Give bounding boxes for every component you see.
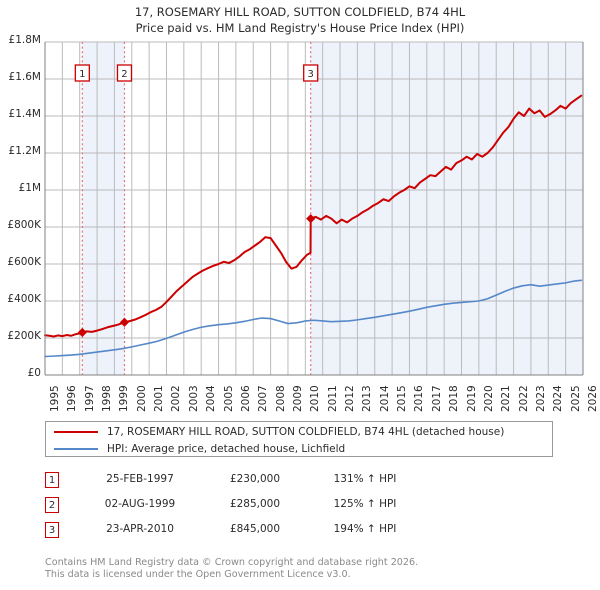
x-axis-tick-label: 2005 (222, 385, 235, 412)
x-axis-tick-label: 1997 (83, 385, 96, 412)
y-axis-tick-label: £600K (7, 256, 41, 268)
transaction-hpi-2: 125% ↑ HPI (333, 498, 397, 510)
x-axis-tick-label: 2012 (344, 385, 357, 412)
y-axis-tick-label: £0 (27, 367, 41, 379)
x-axis-tick-label: 2007 (257, 385, 270, 412)
footer-line-copyright: Contains HM Land Registry data © Crown c… (45, 557, 419, 568)
sale-point-marker-1 (77, 327, 87, 338)
legend-swatch-property-icon (54, 431, 98, 433)
y-axis-tick-label: £400K (7, 293, 41, 305)
legend-label-hpi: HPI: Average price, detached house, Lich… (107, 443, 346, 455)
table-row: 3 23-APR-2010 £845,000 194% ↑ HPI (45, 520, 465, 545)
x-axis-tick-label: 1999 (118, 385, 131, 412)
transaction-date-3: 23-APR-2010 (106, 523, 174, 535)
x-axis-tick-label: 2010 (309, 385, 322, 412)
chart-legend: 17, ROSEMARY HILL ROAD, SUTTON COLDFIELD… (45, 421, 553, 457)
sale-point-marker-3 (306, 214, 316, 224)
x-axis-tick-label: 2025 (569, 385, 582, 412)
page-title: 17, ROSEMARY HILL ROAD, SUTTON COLDFIELD… (0, 4, 600, 36)
event-badge-label-2: 2 (121, 69, 127, 80)
footer-attribution: Contains HM Land Registry data © Crown c… (45, 557, 565, 580)
hpi-average-line (44, 279, 583, 358)
chart-area: 1 2 3 £0 £200K £400K £600K £800K £1M £1.2M £1.4M £… (0, 34, 600, 379)
x-axis-tick-label: 2018 (448, 385, 461, 412)
y-axis-tick-label: £1M (18, 182, 41, 194)
x-axis-tick-label: 2026 (587, 385, 599, 412)
x-axis-tick-label: 2019 (465, 385, 478, 412)
transaction-price-2: £285,000 (229, 498, 281, 510)
transaction-index-badge-3: 3 (45, 522, 59, 538)
transaction-index-badge-1: 1 (45, 472, 59, 488)
y-axis-tick-label: £200K (7, 330, 41, 342)
x-axis-tick-label: 1995 (49, 385, 61, 412)
legend-swatch-hpi-icon (54, 448, 98, 450)
transaction-price-1: £230,000 (229, 473, 281, 485)
table-row: 1 25-FEB-1997 £230,000 131% ↑ HPI (45, 470, 465, 495)
y-axis-tick-label: £1.8M (8, 34, 41, 46)
x-axis-tick-label: 2017 (430, 385, 443, 412)
legend-item-property: 17, ROSEMARY HILL ROAD, SUTTON COLDFIELD… (46, 423, 504, 441)
x-axis-tick-label: 2020 (482, 385, 495, 412)
x-axis-tick-label: 1996 (66, 385, 79, 412)
transaction-hpi-1: 131% ↑ HPI (333, 473, 397, 485)
table-row: 2 02-AUG-1999 £285,000 125% ↑ HPI (45, 495, 465, 520)
y-axis-tick-label: £800K (7, 219, 41, 231)
y-axis-tick-label: £1.2M (8, 145, 41, 157)
chart-shaded-band-2 (310, 42, 583, 375)
x-axis-tick-label: 2008 (274, 385, 287, 412)
transactions-table: 1 25-FEB-1997 £230,000 131% ↑ HPI 2 02-A… (45, 470, 465, 545)
x-axis-tick-label: 2003 (187, 385, 200, 412)
title-line-address: 17, ROSEMARY HILL ROAD, SUTTON COLDFIELD… (134, 5, 466, 19)
x-axis-tick-labels: 1995 1996 1997 1998 1999 2000 2001 2002 2003 2004… (0, 372, 600, 416)
x-axis-tick-label: 2004 (205, 385, 218, 412)
x-axis-tick-label: 2009 (291, 385, 304, 412)
x-axis-tick-label: 2002 (170, 385, 183, 412)
x-axis-tick-label: 2011 (326, 385, 339, 412)
x-axis-tick-label: 2015 (396, 385, 409, 412)
y-axis-tick-label: £1.4M (8, 108, 41, 120)
event-badge-label-1: 1 (79, 69, 85, 80)
transaction-date-2: 02-AUG-1999 (104, 498, 176, 510)
sale-point-marker-2 (119, 317, 130, 327)
x-axis-tick-label: 2021 (500, 385, 513, 412)
transaction-price-3: £845,000 (229, 523, 281, 535)
x-axis-tick-label: 2016 (413, 385, 426, 412)
legend-item-hpi: HPI: Average price, detached house, Lich… (46, 440, 345, 458)
event-badge-label-3: 3 (308, 69, 314, 80)
x-axis-tick-label: 2022 (517, 385, 530, 412)
event-badge-box-3 (303, 64, 319, 82)
x-axis-tick-label: 2014 (378, 385, 391, 412)
x-axis-tick-label: 2001 (153, 385, 166, 412)
x-axis-tick-label: 2013 (361, 385, 374, 412)
x-axis-tick-label: 2006 (239, 385, 252, 412)
event-badge-box-1 (74, 64, 90, 82)
x-axis-tick-label: 1998 (101, 385, 114, 412)
legend-label-property: 17, ROSEMARY HILL ROAD, SUTTON COLDFIELD… (107, 426, 505, 438)
transaction-date-1: 25-FEB-1997 (106, 473, 174, 485)
x-axis-tick-label: 2024 (552, 385, 565, 412)
y-axis-tick-label: £1.6M (8, 71, 41, 83)
x-axis-tick-label: 2023 (534, 385, 547, 412)
chart-shaded-band-1 (82, 42, 125, 375)
title-line-subtitle: Price paid vs. HM Land Registry's House … (135, 21, 465, 35)
event-badge-box-2 (116, 64, 133, 82)
transaction-hpi-3: 194% ↑ HPI (333, 523, 397, 535)
footer-line-licence: This data is licensed under the Open Gov… (45, 568, 351, 580)
x-axis-tick-label: 2000 (135, 385, 148, 412)
price-history-svg: 1 2 3 (44, 41, 584, 376)
transaction-index-badge-2: 2 (45, 497, 59, 513)
